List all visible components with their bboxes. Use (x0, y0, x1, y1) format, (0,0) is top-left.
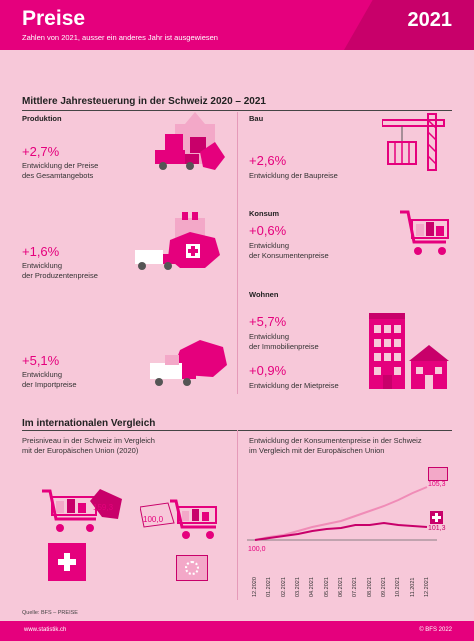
produktion-label: Produktion (22, 114, 62, 123)
series-line-eu (254, 486, 428, 541)
source-note: Quelle: BFS – PREISE (22, 610, 78, 616)
wohnen-miet-desc: Entwicklung der Mietpreise (249, 381, 339, 390)
section2-divider (237, 430, 238, 600)
section1-divider (237, 112, 238, 394)
produktion-import-desc1: Entwicklung (22, 370, 63, 379)
chart-eu-end-label: 105,3 (428, 481, 446, 488)
konsum-value: +0,6% (249, 223, 287, 238)
cart-eu-icon (140, 499, 217, 539)
series-line-ch (254, 521, 428, 541)
eu-flag-icon (176, 555, 208, 581)
produktion-import-desc2: der Importpreise (22, 380, 77, 389)
factory-truck-icon (155, 112, 225, 170)
konsumentenpreise-desc2: im Vergleich mit der Europäischen Union (249, 446, 385, 455)
ch-price-level-value: 159,3 (93, 503, 114, 512)
x-tick-label: 05.2021 (323, 577, 330, 597)
x-tick-label: 02.2021 (280, 577, 287, 597)
wohnen-miet-value: +0,9% (249, 363, 287, 378)
produktion-import-value: +5,1% (22, 353, 60, 368)
factory-ch-icon (135, 212, 220, 270)
section1-title: Mittlere Jahresteuerung in der Schweiz 2… (22, 96, 266, 107)
footer-bar (0, 621, 474, 641)
chart-ch-end-label: 101,3 (428, 525, 446, 532)
preisniveau-desc2: mit der Europäischen Union (2020) (22, 446, 139, 455)
year-label: 2021 (407, 9, 453, 31)
x-tick-label: 08.2021 (366, 577, 373, 597)
konsum-desc2: der Konsumentenpreise (249, 251, 329, 260)
ch-flag-icon (48, 543, 86, 581)
produktion-produzenten-desc2: der Produzentenpreise (22, 271, 98, 280)
cart-ch-icon (42, 489, 122, 532)
page-subtitle: Zahlen von 2021, ausser ein anderes Jahr… (22, 33, 218, 42)
x-tick-label: 12.2020 (252, 577, 258, 597)
x-tick-label: 04.2021 (309, 577, 316, 597)
chart-ch-flag-icon (430, 511, 443, 524)
eu-price-level-value: 100,0 (143, 515, 164, 524)
import-truck-icon (150, 340, 227, 386)
wohnen-immobilien-value: +5,7% (249, 314, 287, 329)
crane-icon (382, 113, 445, 171)
produktion-produzenten-desc1: Entwicklung (22, 261, 63, 270)
bau-desc: Entwicklung der Baupreise (249, 171, 338, 180)
x-tick-label: 07.2021 (352, 577, 359, 597)
section1-rule (22, 110, 452, 111)
konsum-desc1: Entwicklung (249, 241, 290, 250)
footer-copyright: © BFS 2022 (419, 627, 452, 633)
chart-start-label: 100,0 (248, 546, 266, 553)
chart-eu-flag-icon (428, 467, 448, 481)
wohnen-immobilien-desc2: der Immobilienpreise (249, 342, 319, 351)
x-tick-label: 12.2021 (424, 577, 430, 597)
footer-site[interactable]: www.statistik.ch (24, 627, 67, 633)
header-bar (0, 0, 474, 50)
wohnen-immobilien-desc1: Entwicklung (249, 332, 290, 341)
x-tick-label: 10.2021 (395, 577, 402, 597)
produktion-gesamtangebot-desc2: des Gesamtangebots (22, 171, 94, 180)
x-tick-label: 03.2021 (295, 577, 301, 597)
bau-value: +2,6% (249, 153, 287, 168)
produktion-produzenten-value: +1,6% (22, 244, 60, 259)
produktion-gesamtangebot-value: +2,7% (22, 144, 60, 159)
konsum-label: Konsum (249, 209, 279, 218)
shopping-cart-icon (400, 210, 449, 255)
page-title: Preise (22, 7, 86, 30)
cpi-line-chart (247, 486, 437, 541)
preisniveau-desc1: Preisniveau in der Schweiz im Vergleich (22, 436, 155, 445)
x-tick-label: 11.2021 (409, 577, 416, 597)
bau-label: Bau (249, 114, 264, 123)
x-tick-label: 06.2021 (338, 577, 344, 597)
konsumentenpreise-desc1: Entwicklung der Konsumentenpreise in der… (249, 436, 422, 445)
x-tick-label: 01.2021 (266, 577, 273, 597)
x-tick-label: 09.2021 (381, 577, 387, 597)
buildings-icon (369, 313, 449, 389)
section2-title: Im internationalen Vergleich (22, 418, 156, 429)
produktion-gesamtangebot-desc1: Entwicklung der Preise (22, 161, 99, 170)
wohnen-label: Wohnen (249, 290, 279, 299)
